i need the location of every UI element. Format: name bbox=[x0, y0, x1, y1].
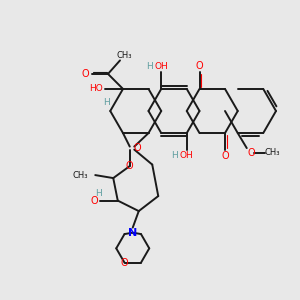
Text: H: H bbox=[171, 151, 178, 160]
Text: O: O bbox=[121, 258, 128, 268]
Text: H: H bbox=[95, 189, 102, 198]
Text: O: O bbox=[91, 196, 98, 206]
Text: CH₃: CH₃ bbox=[265, 148, 280, 157]
Text: HO: HO bbox=[89, 84, 103, 93]
Text: N: N bbox=[128, 228, 137, 238]
Text: O: O bbox=[134, 143, 141, 153]
Text: CH₃: CH₃ bbox=[72, 171, 88, 180]
Text: O: O bbox=[248, 148, 255, 158]
Text: O: O bbox=[82, 69, 89, 79]
Text: CH₃: CH₃ bbox=[117, 51, 132, 60]
Text: O: O bbox=[126, 161, 134, 171]
Text: OH: OH bbox=[180, 151, 194, 160]
Text: O: O bbox=[221, 151, 229, 160]
Text: O: O bbox=[196, 61, 203, 71]
Text: H: H bbox=[146, 62, 153, 71]
Text: OH: OH bbox=[154, 62, 168, 71]
Text: H: H bbox=[103, 98, 110, 107]
